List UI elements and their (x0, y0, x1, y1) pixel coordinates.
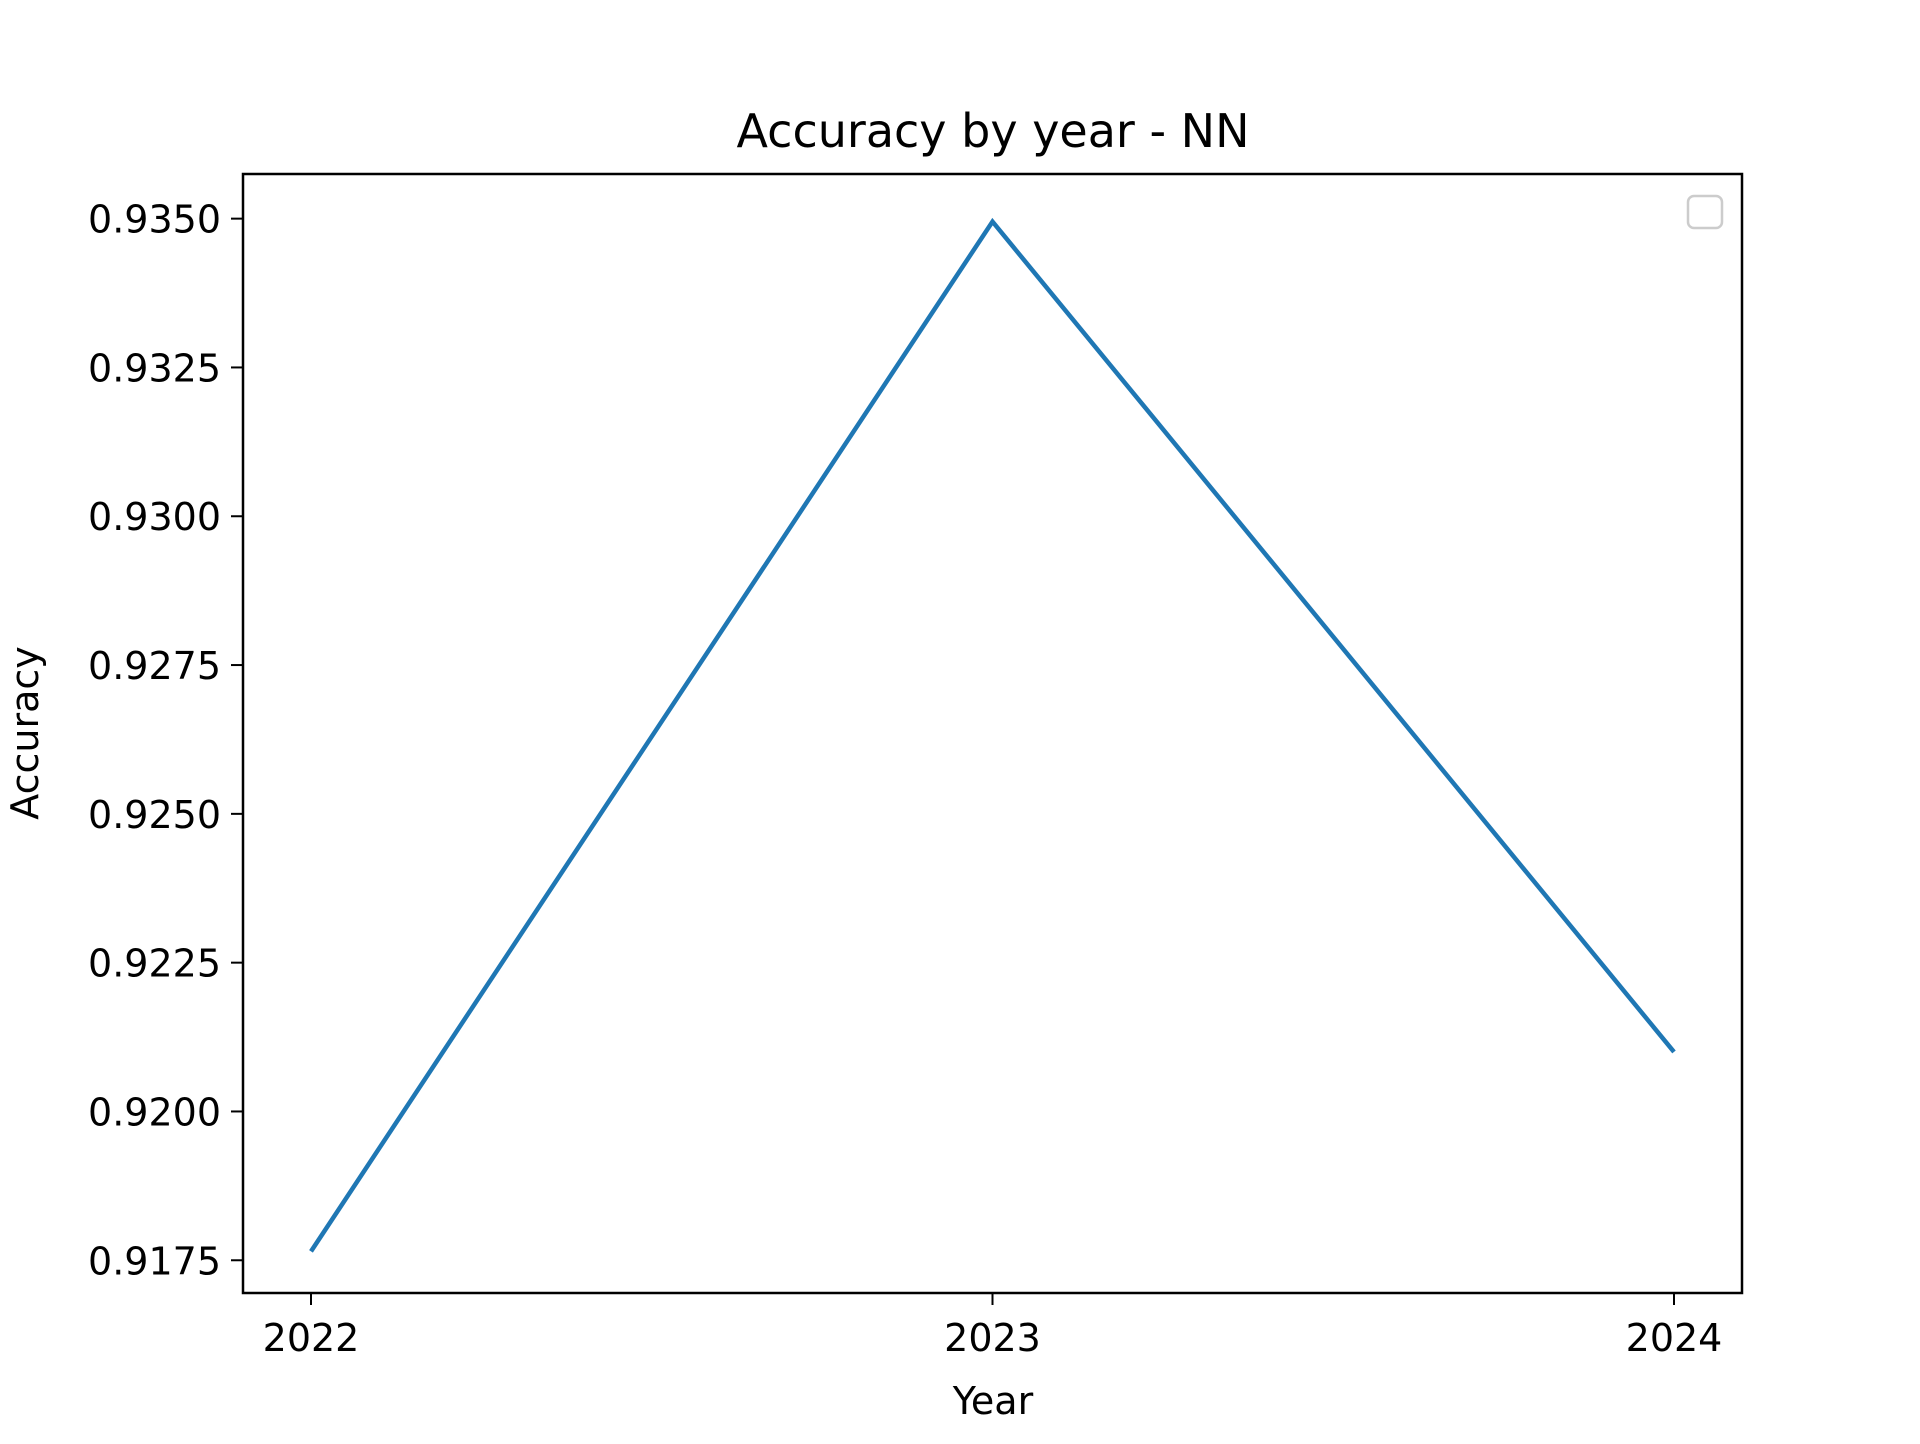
series-line (309, 217, 1676, 1253)
y-axis-label: Accuracy (3, 646, 47, 820)
legend-box (1686, 194, 1724, 230)
x-tick-label: 2023 (944, 1316, 1041, 1360)
y-axis: 0.9175 0.9200 0.9225 0.9250 0.9275 0.9300 0.93… (88, 198, 243, 1283)
x-axis: 2022 2023 2024 (263, 1293, 1723, 1360)
y-tick-label: 0.9250 (88, 793, 221, 837)
y-tick-label: 0.9275 (88, 644, 221, 688)
x-axis-label: Year (952, 1379, 1034, 1423)
y-tick-label: 0.9300 (88, 495, 221, 539)
y-tick-label: 0.9175 (88, 1239, 221, 1283)
x-tick-label: 2024 (1626, 1316, 1723, 1360)
plot-frame (241, 172, 1744, 1295)
y-tick-label: 0.9225 (88, 942, 221, 986)
y-tick-label: 0.9350 (88, 198, 221, 242)
chart-title: Accuracy by year - NN (737, 104, 1250, 158)
y-tick-label: 0.9325 (88, 346, 221, 390)
y-tick-label: 0.9200 (88, 1090, 221, 1134)
x-tick-label: 2022 (263, 1316, 360, 1360)
plot-area (241, 172, 1744, 1295)
series-layer (309, 217, 1676, 1253)
